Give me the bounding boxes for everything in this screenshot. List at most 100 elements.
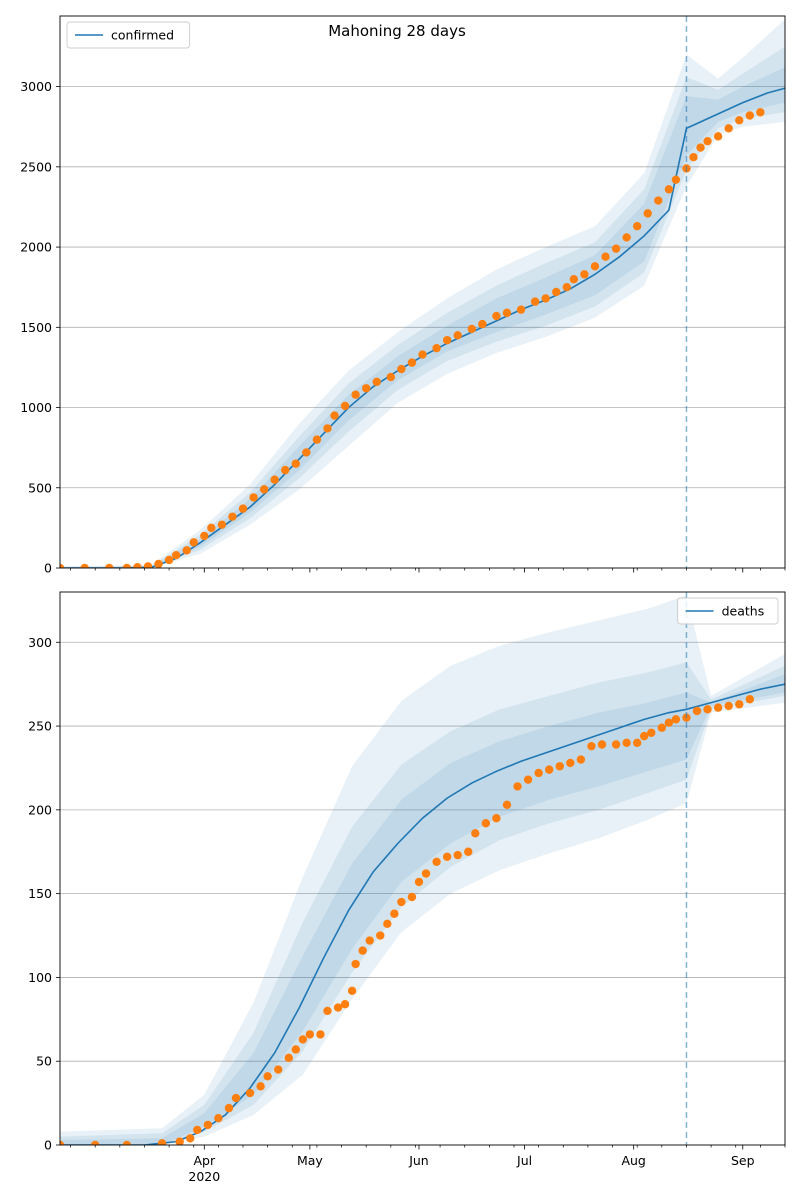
y-tick-label: 1000	[20, 400, 52, 415]
observed-point	[492, 311, 501, 321]
observed-point	[464, 847, 473, 856]
observed-point	[284, 1053, 293, 1063]
observed-point	[291, 1045, 301, 1054]
y-tick-label: 100	[28, 970, 52, 985]
observed-point	[713, 703, 723, 712]
observed-point	[157, 1139, 167, 1145]
observed-point	[664, 718, 674, 727]
observed-point	[453, 331, 462, 340]
y-tick-label: 0	[44, 561, 52, 576]
observed-point	[376, 931, 385, 940]
observed-point	[632, 738, 642, 748]
observed-point	[365, 936, 374, 945]
uncertainty-band	[60, 19, 785, 568]
observed-point	[351, 390, 360, 399]
y-tick-label: 300	[28, 635, 52, 650]
observed-point	[502, 308, 512, 318]
observed-point	[534, 768, 543, 778]
observed-point	[502, 800, 512, 810]
observed-point	[632, 222, 642, 231]
observed-point	[256, 1082, 265, 1091]
observed-point	[647, 728, 656, 737]
legend: confirmed	[66, 21, 191, 49]
observed-point	[692, 706, 702, 716]
observed-point	[735, 700, 744, 709]
y-tick-label: 150	[28, 886, 52, 901]
observed-point	[200, 531, 209, 541]
x-tick-label: Jul	[516, 1153, 532, 1168]
observed-point	[164, 555, 174, 565]
observed-point	[703, 136, 712, 146]
observed-point	[611, 244, 621, 253]
observed-point	[703, 705, 712, 714]
observed-point	[80, 563, 89, 568]
observed-point	[386, 372, 396, 382]
observed-point	[228, 512, 237, 521]
observed-point	[414, 877, 424, 887]
y-tick-label: 1500	[20, 320, 52, 335]
observed-point	[724, 124, 733, 133]
observed-point	[298, 1035, 308, 1044]
observed-point	[544, 765, 554, 774]
observed-point	[576, 755, 586, 764]
uncertainty-band	[60, 67, 785, 568]
observed-point	[397, 897, 406, 907]
observed-point	[60, 1140, 65, 1145]
observed-point	[105, 563, 114, 568]
observed-point	[302, 448, 311, 457]
observed-point	[756, 108, 765, 117]
observed-point	[654, 196, 663, 205]
x-tick-label: Aug	[621, 1153, 645, 1168]
observed-point	[481, 819, 491, 828]
uncertainty-band	[60, 46, 785, 568]
uncertainty-band	[60, 662, 785, 1145]
observed-point	[467, 324, 476, 334]
confirmed-panel: 0 500 1000 1500 2000 2500 3000 confirmed	[20, 15, 786, 576]
y-tick-label: 3000	[20, 79, 52, 94]
observed-point	[361, 384, 371, 393]
observed-point	[143, 562, 153, 568]
observed-point	[418, 350, 427, 359]
observed-point	[492, 814, 501, 823]
observed-point	[671, 175, 681, 184]
observed-point	[513, 782, 522, 791]
observed-point	[432, 857, 441, 866]
observed-point	[724, 701, 733, 711]
observed-point	[281, 465, 290, 475]
observed-point	[516, 305, 526, 314]
observed-point	[214, 1113, 223, 1123]
observed-point	[580, 270, 589, 279]
observed-point	[713, 132, 723, 141]
observed-point	[90, 1140, 100, 1145]
observed-point	[397, 364, 406, 374]
observed-point	[316, 1030, 325, 1039]
observed-point	[60, 563, 65, 568]
y-tick-label: 2000	[20, 240, 52, 255]
observed-point	[245, 1088, 255, 1098]
observed-point	[207, 523, 216, 533]
observed-point	[171, 550, 181, 560]
observed-point	[193, 1125, 202, 1135]
observed-point	[735, 116, 744, 125]
observed-point	[291, 459, 301, 468]
observed-point	[189, 538, 198, 547]
legend: deaths	[677, 597, 779, 625]
observed-point	[664, 185, 674, 194]
observed-point	[696, 143, 705, 152]
observed-point	[523, 775, 533, 784]
y-tick-label: 500	[28, 480, 52, 495]
observed-point	[601, 252, 610, 261]
legend-label: deaths	[722, 604, 765, 619]
observed-point	[432, 343, 441, 353]
y-tick-label: 250	[28, 719, 52, 734]
observed-point	[133, 562, 142, 568]
observed-point	[274, 1065, 283, 1074]
y-tick-label: 200	[28, 802, 52, 817]
observed-point	[541, 294, 550, 303]
observed-point	[689, 153, 698, 162]
observed-point	[323, 1006, 332, 1016]
observed-point	[330, 411, 339, 420]
figure-title: Mahoning 28 days	[328, 22, 466, 40]
observed-point	[657, 723, 667, 732]
